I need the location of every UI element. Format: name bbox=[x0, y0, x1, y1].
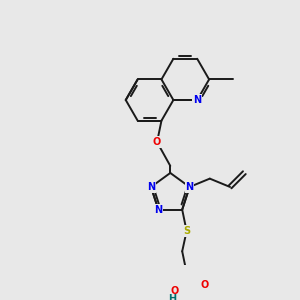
Text: N: N bbox=[193, 95, 201, 105]
Text: O: O bbox=[153, 137, 161, 147]
Text: O: O bbox=[171, 286, 179, 296]
Text: N: N bbox=[154, 205, 162, 214]
Text: O: O bbox=[200, 280, 208, 290]
Text: N: N bbox=[185, 182, 194, 192]
Text: N: N bbox=[147, 182, 155, 192]
Text: S: S bbox=[183, 226, 190, 236]
Text: H: H bbox=[168, 294, 176, 300]
